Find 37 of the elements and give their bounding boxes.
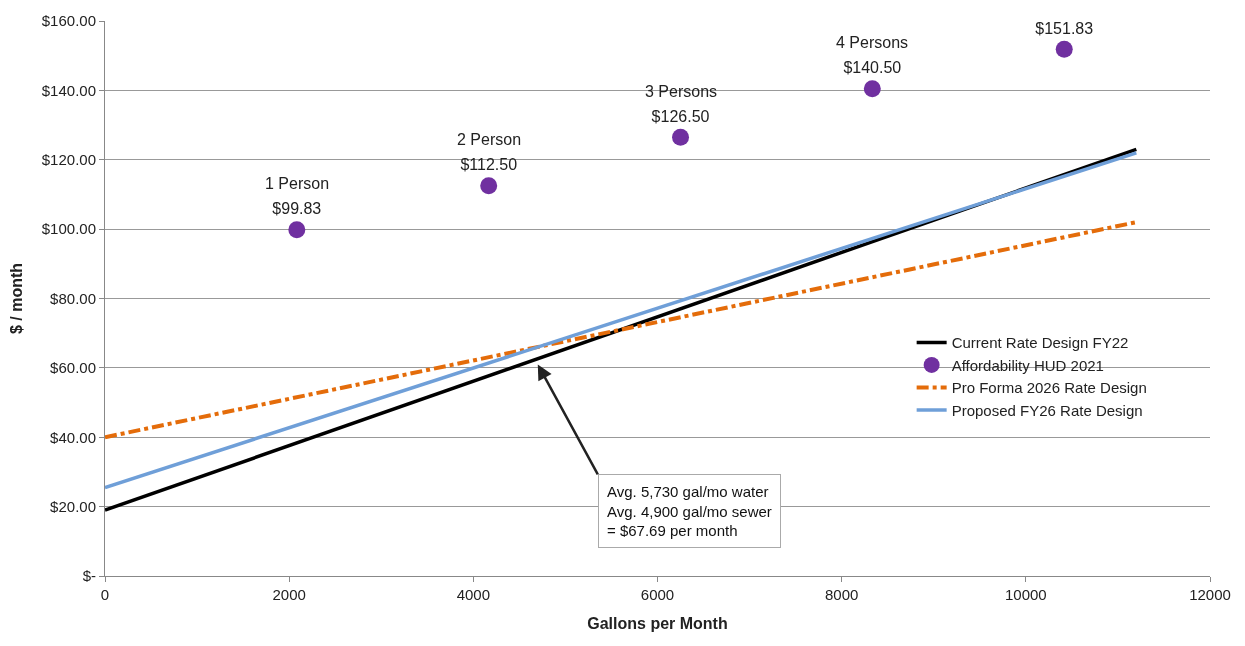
y-tick-label: $120.00 [41,151,96,168]
x-tick-label: 12000 [1189,586,1231,603]
x-tick-label: 2000 [272,586,306,603]
annotation: 1 Person [265,175,330,192]
y-tick-label: $- [82,567,96,585]
annotation: 2 Person [457,131,522,148]
y-tick-label: $20.00 [50,497,96,515]
data-label: $126.50 [651,107,710,125]
legend-label: Affordability HUD 2021 [951,356,1104,374]
y-tick-label: $80.00 [50,289,96,307]
data-label: $140.50 [843,59,902,77]
data-label: $112.50 [460,156,518,174]
x-tick-label: 10000 [1004,586,1047,603]
y-tick-label: $160.00 [41,12,96,30]
y-tick-label: $40.00 [50,428,96,446]
point [1055,40,1073,58]
x-tick-label: 8000 [824,586,859,603]
annotation: Avg. 5,730 gal/mo water Avg. 4,900 gal/mo sewer = $67.69 per month [607,483,772,539]
y-tick-label: $60.00 [50,359,96,377]
x-tick-label: 4000 [456,586,491,603]
legend-label: Pro Forma 2026 Rate Design [951,379,1147,397]
legend-label: Proposed FY26 Rate Design [951,401,1143,419]
legend-label: Current Rate Design FY22 [951,334,1129,352]
point [288,221,306,239]
data-label: $99.83 [272,200,322,218]
annotation: 3 Persons [645,83,718,100]
x-tick-label: 6000 [640,586,675,603]
point [480,177,498,195]
data-label: $151.83 [1035,19,1094,37]
point [672,128,690,146]
y-axis-title: $ / month [7,262,25,335]
annotation: 4 Persons [836,34,909,51]
x-axis-title: Gallons per Month [587,614,728,632]
y-tick-label: $100.00 [41,220,96,238]
y-tick-label: $140.00 [41,81,96,99]
x-tick-label: 0 [100,586,110,603]
point [863,80,881,98]
